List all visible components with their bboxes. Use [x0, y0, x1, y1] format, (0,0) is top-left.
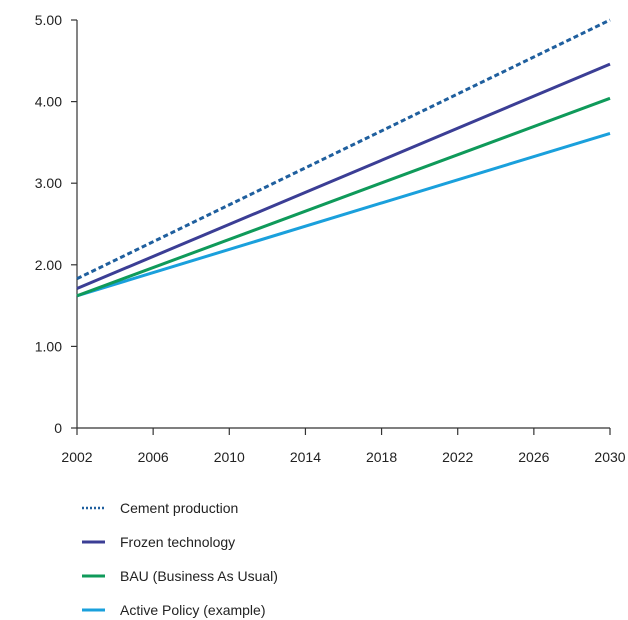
series-line-3 [76, 131, 611, 298]
legend-label-0: Cement production [120, 500, 238, 516]
x-tick-label: 2026 [518, 449, 549, 465]
y-tick-label: 1.00 [35, 338, 62, 354]
legend-label-2: BAU (Business As Usual) [120, 568, 278, 584]
series-line-2 [76, 96, 611, 298]
x-axis-ticks: 2002 2006 2010 2014 2018 2022 2026 2030 [61, 428, 626, 465]
x-tick-label: 2010 [214, 449, 245, 465]
series-lines [76, 18, 611, 298]
y-tick-label: 0 [54, 420, 62, 436]
x-tick-label: 2002 [61, 449, 92, 465]
series-line-1 [76, 62, 611, 290]
y-tick-label: 2.00 [35, 257, 62, 273]
x-tick-label: 2014 [290, 449, 321, 465]
legend: Cement production Frozen technology BAU (B… [82, 500, 278, 618]
x-tick-label: 2022 [442, 449, 473, 465]
legend-label-1: Frozen technology [120, 534, 235, 550]
legend-label-3: Active Policy (example) [120, 602, 266, 618]
x-tick-label: 2006 [138, 449, 169, 465]
y-tick-label: 5.00 [35, 12, 62, 28]
series-line-0 [76, 18, 611, 281]
y-tick-label: 3.00 [35, 175, 62, 191]
y-axis-ticks: 0 1.00 2.00 3.00 4.00 5.00 [35, 12, 77, 436]
y-tick-label: 4.00 [35, 94, 62, 110]
x-tick-label: 2018 [366, 449, 397, 465]
axes [76, 20, 610, 429]
x-tick-label: 2030 [594, 449, 625, 465]
